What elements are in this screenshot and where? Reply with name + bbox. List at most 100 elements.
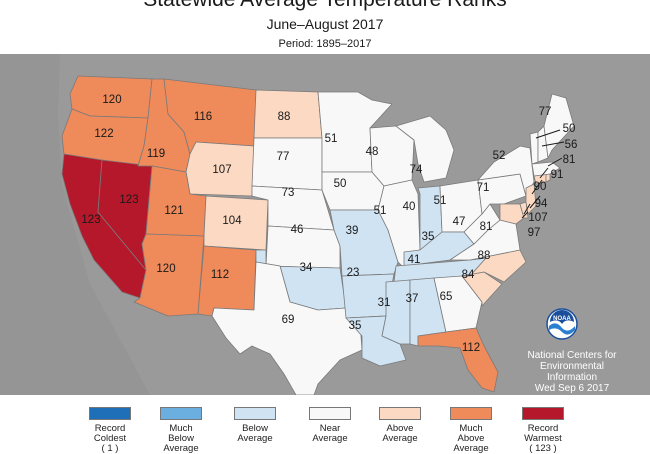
rank-labels: 120 122 123 123 119 116 107 121 104 120 … bbox=[81, 94, 577, 354]
rank-south-carolina: 84 bbox=[462, 269, 475, 281]
state-georgia[interactable] bbox=[433, 275, 483, 333]
noaa-logo: NOAA bbox=[546, 308, 578, 340]
legend-record-warmest: Record Warmest ( 123 ) bbox=[508, 407, 578, 454]
legend-label-line: Warmest bbox=[524, 433, 562, 444]
rank-mississippi: 31 bbox=[378, 297, 391, 309]
agency-line-1: National Centers for bbox=[527, 350, 617, 361]
legend-label-line: Record bbox=[94, 423, 126, 434]
state-north-carolina[interactable] bbox=[461, 249, 527, 283]
rank-delaware: 94 bbox=[535, 198, 548, 210]
state-massachusetts[interactable] bbox=[531, 161, 561, 177]
rank-missouri: 39 bbox=[346, 225, 359, 237]
legend-record-coldest: Record Coldest ( 1 ) bbox=[75, 407, 145, 454]
rank-utah: 121 bbox=[164, 205, 183, 217]
rank-indiana: 40 bbox=[403, 201, 416, 213]
state-new-mexico[interactable] bbox=[197, 245, 257, 317]
legend-label-line: ( 1 ) bbox=[101, 443, 119, 454]
legend-label-line: Average bbox=[312, 433, 348, 444]
agency-credit: National Centers for Environmental Infor… bbox=[512, 350, 632, 394]
rank-connecticut: 91 bbox=[551, 169, 564, 181]
rank-new-mexico: 112 bbox=[211, 269, 229, 281]
us-map: 120 122 123 123 119 116 107 121 104 120 … bbox=[0, 54, 650, 395]
rank-ohio: 51 bbox=[434, 195, 447, 207]
map-title: Statewide Average Temperature Ranks bbox=[0, 0, 650, 12]
rank-massachusetts: 81 bbox=[563, 154, 576, 166]
rank-florida: 112 bbox=[462, 342, 480, 354]
state-texas[interactable] bbox=[211, 261, 363, 395]
rank-oregon: 122 bbox=[94, 128, 113, 140]
rank-maryland: 107 bbox=[528, 212, 547, 224]
rank-north-carolina: 88 bbox=[478, 250, 491, 262]
state-south-dakota[interactable] bbox=[251, 137, 323, 191]
legend-label-line: Average bbox=[163, 443, 199, 454]
rank-louisiana: 35 bbox=[349, 320, 362, 332]
rank-illinois: 51 bbox=[374, 205, 387, 217]
rank-oklahoma: 34 bbox=[300, 262, 313, 274]
legend-swatch bbox=[160, 407, 202, 420]
state-arizona[interactable] bbox=[133, 233, 205, 317]
legend-label-line: Much bbox=[169, 423, 193, 434]
rank-idaho: 119 bbox=[147, 148, 165, 160]
legend-label-line: Much bbox=[459, 423, 483, 434]
legend-label-line: Near bbox=[319, 423, 341, 434]
legend-label-line: Average bbox=[237, 433, 273, 444]
rank-minnesota: 51 bbox=[325, 133, 338, 145]
state-maryland[interactable] bbox=[499, 203, 525, 225]
noaa-logo-icon: NOAA bbox=[546, 308, 578, 340]
rank-iowa: 50 bbox=[334, 178, 347, 190]
rank-texas: 69 bbox=[282, 314, 295, 326]
legend-swatch bbox=[89, 407, 131, 420]
legend-swatch bbox=[522, 407, 564, 420]
map-panel: 120 122 123 123 119 116 107 121 104 120 … bbox=[0, 54, 650, 395]
agency-line-2: Environmental bbox=[540, 361, 604, 372]
leader-lines bbox=[521, 129, 565, 219]
rank-wisconsin: 48 bbox=[366, 146, 379, 158]
legend-much-below: Much Below Average bbox=[146, 407, 216, 454]
legend-swatch bbox=[234, 407, 276, 420]
legend-swatch bbox=[309, 407, 351, 420]
svg-text:NOAA: NOAA bbox=[553, 316, 571, 322]
legend-label-line: ( 123 ) bbox=[529, 443, 557, 454]
legend-below: Below Average bbox=[220, 407, 290, 444]
rank-tennessee: 41 bbox=[408, 254, 421, 266]
state-maine[interactable] bbox=[543, 93, 575, 159]
rank-nevada: 123 bbox=[119, 194, 138, 206]
rank-north-dakota: 88 bbox=[278, 111, 291, 123]
rank-rhode-island: 97 bbox=[528, 227, 541, 239]
legend-label-line: Above bbox=[457, 433, 485, 444]
legend-label-line: Record bbox=[527, 423, 559, 434]
rank-arkansas: 23 bbox=[347, 267, 360, 279]
rank-colorado: 104 bbox=[222, 215, 242, 227]
state-florida[interactable] bbox=[417, 327, 499, 393]
rank-alabama: 37 bbox=[406, 293, 419, 305]
rank-arizona: 120 bbox=[156, 263, 175, 275]
rank-maine: 77 bbox=[539, 106, 552, 118]
rank-virginia: 81 bbox=[480, 221, 493, 233]
legend-swatch bbox=[450, 407, 492, 420]
legend-above: Above Average bbox=[365, 407, 435, 444]
rank-montana: 116 bbox=[194, 111, 212, 123]
legend-label-line: Above bbox=[386, 423, 414, 434]
legend-swatch bbox=[379, 407, 421, 420]
rank-pennsylvania: 71 bbox=[477, 182, 490, 194]
rank-nebraska: 73 bbox=[282, 187, 295, 199]
legend-label-line: Average bbox=[453, 443, 489, 454]
state-michigan[interactable] bbox=[395, 115, 455, 183]
rank-new-jersey: 90 bbox=[534, 181, 547, 193]
rank-new-york: 52 bbox=[493, 150, 506, 162]
rank-new-hampshire: 56 bbox=[565, 139, 578, 151]
rank-south-dakota: 77 bbox=[277, 151, 290, 163]
rank-vermont: 50 bbox=[563, 123, 576, 135]
rank-kentucky: 35 bbox=[422, 231, 435, 243]
rank-wyoming: 107 bbox=[212, 164, 231, 176]
rank-california: 123 bbox=[81, 214, 100, 226]
ocean bbox=[0, 54, 150, 395]
agency-date: Wed Sep 6 2017 bbox=[534, 383, 610, 394]
legend-label-line: Below bbox=[242, 423, 268, 434]
legend-much-above: Much Above Average bbox=[436, 407, 506, 454]
agency-line-3: Information bbox=[546, 372, 598, 383]
legend-label-line: Average bbox=[382, 433, 418, 444]
legend-label-line: Coldest bbox=[93, 433, 127, 444]
state-mississippi[interactable] bbox=[381, 279, 411, 345]
legend-label-line: Below bbox=[168, 433, 194, 444]
